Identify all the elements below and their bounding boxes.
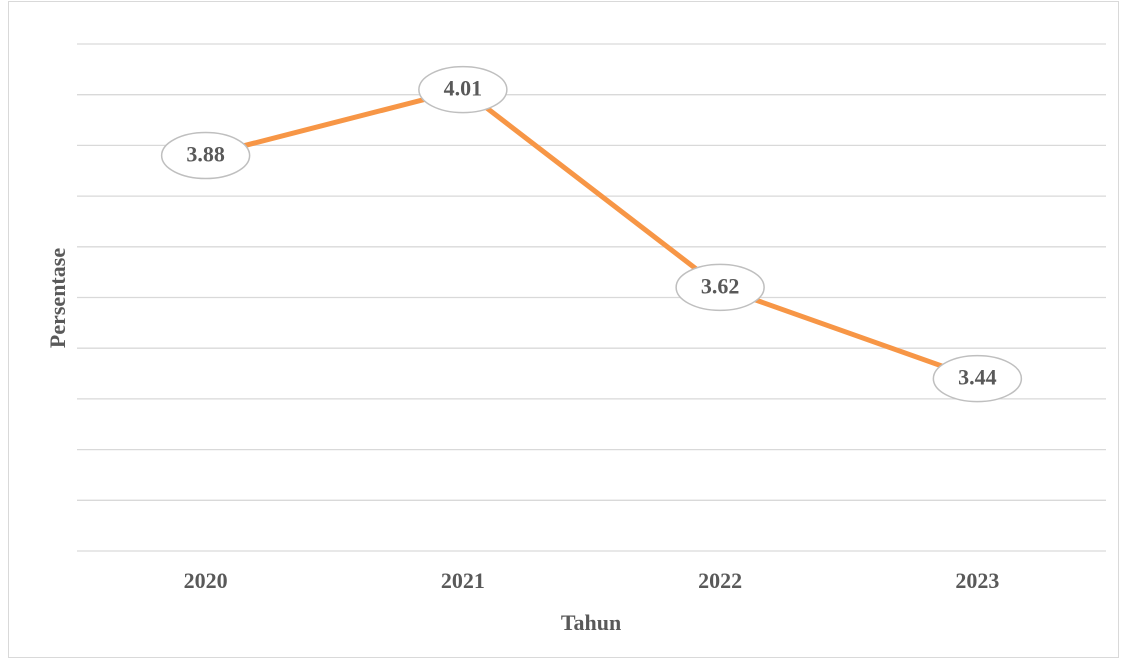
x-tick-label: 2021 bbox=[441, 568, 485, 593]
chart-frame bbox=[8, 1, 1119, 658]
data-label-bubble bbox=[675, 263, 765, 312]
data-label: 3.88 bbox=[186, 142, 225, 167]
data-line bbox=[205, 87, 979, 381]
x-axis-title: Tahun bbox=[561, 610, 621, 635]
x-tick-label: 2022 bbox=[698, 568, 742, 593]
data-label-bubble bbox=[932, 354, 1023, 403]
data-label: 3.62 bbox=[701, 273, 740, 298]
data-label-bubble bbox=[160, 131, 251, 180]
x-tick-label: 2023 bbox=[955, 568, 999, 593]
data-label-bubble bbox=[418, 65, 508, 114]
data-label: 4.01 bbox=[444, 76, 483, 101]
x-tick-label: 2020 bbox=[184, 568, 228, 593]
y-axis-title: Persentase bbox=[45, 248, 70, 348]
data-label: 3.44 bbox=[958, 365, 997, 390]
